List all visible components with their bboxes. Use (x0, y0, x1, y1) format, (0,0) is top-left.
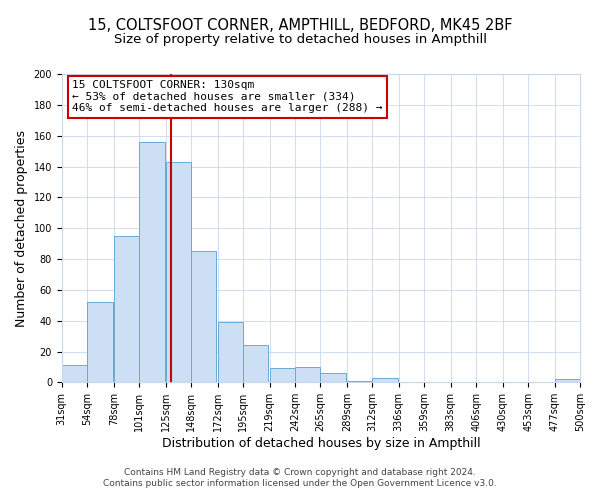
Bar (218, 322, 243, 382)
X-axis label: Distribution of detached houses by size in Ampthill: Distribution of detached houses by size … (161, 437, 480, 450)
Y-axis label: Number of detached properties: Number of detached properties (15, 130, 28, 326)
Bar (191, 252, 217, 382)
Bar (554, 380, 580, 382)
Bar (243, 346, 268, 383)
Bar (62, 366, 87, 382)
Bar (320, 373, 346, 382)
Bar (166, 162, 191, 382)
Bar (372, 378, 398, 382)
Text: 15 COLTSFOOT CORNER: 130sqm
← 53% of detached houses are smaller (334)
46% of se: 15 COLTSFOOT CORNER: 130sqm ← 53% of det… (72, 80, 383, 114)
Bar (139, 142, 164, 382)
Text: 15, COLTSFOOT CORNER, AMPTHILL, BEDFORD, MK45 2BF: 15, COLTSFOOT CORNER, AMPTHILL, BEDFORD,… (88, 18, 512, 32)
Bar (269, 368, 295, 382)
Bar (114, 236, 139, 382)
Bar (295, 367, 320, 382)
Bar (87, 302, 113, 382)
Text: Size of property relative to detached houses in Ampthill: Size of property relative to detached ho… (113, 32, 487, 46)
Text: Contains HM Land Registry data © Crown copyright and database right 2024.
Contai: Contains HM Land Registry data © Crown c… (103, 468, 497, 487)
Bar (347, 381, 372, 382)
